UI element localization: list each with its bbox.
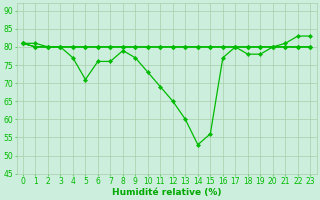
- X-axis label: Humidité relative (%): Humidité relative (%): [112, 188, 221, 197]
